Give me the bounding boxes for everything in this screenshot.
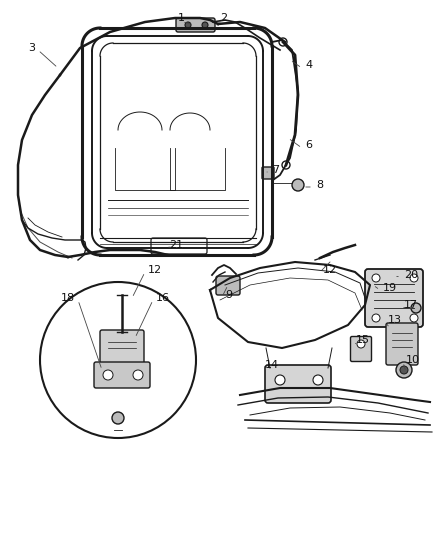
Text: 7: 7 [272,165,279,175]
Circle shape [396,362,412,378]
Text: 6: 6 [305,140,312,150]
FancyBboxPatch shape [365,269,423,327]
Circle shape [275,375,285,385]
Text: 4: 4 [305,60,312,70]
FancyBboxPatch shape [94,362,150,388]
Text: 18: 18 [61,293,75,303]
Text: 12: 12 [148,265,162,275]
FancyBboxPatch shape [265,365,331,403]
Text: 20: 20 [404,270,418,280]
Circle shape [372,314,380,322]
Text: 10: 10 [406,355,420,365]
Circle shape [313,375,323,385]
Text: 21: 21 [169,240,183,250]
Circle shape [202,22,208,28]
Circle shape [185,22,191,28]
Text: 13: 13 [388,315,402,325]
Text: 16: 16 [156,293,170,303]
Text: 3: 3 [28,43,35,53]
Circle shape [292,179,304,191]
Circle shape [400,366,408,374]
Text: 17: 17 [404,300,418,310]
FancyBboxPatch shape [350,336,371,361]
FancyBboxPatch shape [176,18,215,32]
FancyBboxPatch shape [100,330,144,366]
Circle shape [112,412,124,424]
Text: 9: 9 [225,290,232,300]
Text: 12: 12 [323,265,337,275]
Text: 1: 1 [178,13,185,23]
FancyBboxPatch shape [216,276,240,295]
Circle shape [410,274,418,282]
Circle shape [372,274,380,282]
Circle shape [103,370,113,380]
FancyBboxPatch shape [262,167,274,179]
Text: 15: 15 [356,335,370,345]
Text: 8: 8 [316,180,323,190]
Circle shape [133,370,143,380]
Text: 14: 14 [265,360,279,370]
Circle shape [410,314,418,322]
Text: 2: 2 [220,13,227,23]
Circle shape [357,340,365,348]
FancyBboxPatch shape [386,323,418,365]
Circle shape [411,303,421,313]
Text: 19: 19 [383,283,397,293]
